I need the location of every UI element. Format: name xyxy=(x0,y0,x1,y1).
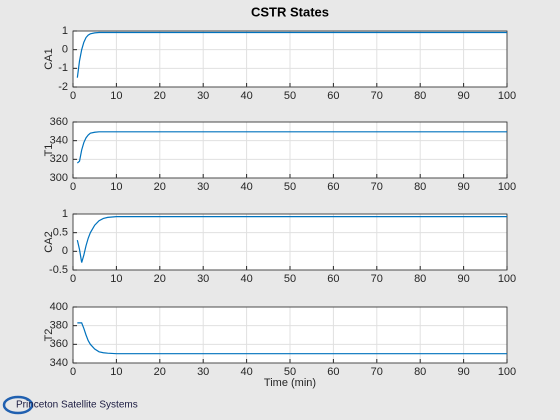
y-tick-label: 0 xyxy=(62,44,68,56)
axes-box xyxy=(72,30,508,88)
x-tick-label: 70 xyxy=(371,273,383,285)
y-axis-label: CA1 xyxy=(43,48,55,69)
x-tick-label: 60 xyxy=(327,181,339,193)
x-tick-label: 50 xyxy=(284,90,296,102)
x-tick-label: 20 xyxy=(154,90,166,102)
y-tick-label: -2 xyxy=(58,81,68,93)
x-tick-label: 30 xyxy=(197,273,209,285)
axes-box xyxy=(72,213,508,271)
x-tick-label: 50 xyxy=(284,273,296,285)
y-tick-label: 340 xyxy=(50,357,68,369)
logo-mark xyxy=(2,395,34,415)
y-axis-label: T2 xyxy=(43,329,55,342)
x-tick-label: 0 xyxy=(70,90,76,102)
logo-text: Princeton Satellite Systems xyxy=(16,400,138,411)
x-tick-label: 40 xyxy=(240,90,252,102)
y-axis-label: T1 xyxy=(43,144,55,157)
x-tick-label: 20 xyxy=(154,181,166,193)
x-tick-label: 10 xyxy=(110,90,122,102)
x-tick-label: 90 xyxy=(457,273,469,285)
y-tick-label: 340 xyxy=(50,135,68,147)
x-tick-label: 80 xyxy=(414,181,426,193)
x-tick-label: 100 xyxy=(498,273,516,285)
y-tick-label: 320 xyxy=(50,153,68,165)
x-tick-label: 70 xyxy=(371,90,383,102)
x-tick-label: 90 xyxy=(457,181,469,193)
x-tick-label: 10 xyxy=(110,273,122,285)
x-tick-label: 100 xyxy=(498,90,516,102)
y-tick-label: 360 xyxy=(50,116,68,128)
axes-box xyxy=(72,306,508,364)
chart-title: CSTR States xyxy=(251,4,329,19)
x-tick-label: 0 xyxy=(70,273,76,285)
x-tick-label: 20 xyxy=(154,366,166,378)
x-tick-label: 60 xyxy=(327,273,339,285)
x-tick-label: 70 xyxy=(371,181,383,193)
x-tick-label: 20 xyxy=(154,273,166,285)
x-tick-label: 90 xyxy=(457,366,469,378)
data-line xyxy=(76,31,507,78)
x-tick-label: 100 xyxy=(498,181,516,193)
x-tick-label: 70 xyxy=(371,366,383,378)
x-tick-label: 30 xyxy=(197,90,209,102)
x-tick-label: 90 xyxy=(457,90,469,102)
x-tick-label: 10 xyxy=(110,366,122,378)
x-tick-label: 30 xyxy=(197,181,209,193)
data-line xyxy=(77,322,507,355)
y-tick-label: 360 xyxy=(50,338,68,350)
x-axis-label: Time (min) xyxy=(264,377,316,389)
x-tick-label: 80 xyxy=(414,366,426,378)
y-tick-label: 0.5 xyxy=(53,227,68,239)
y-tick-label: 1 xyxy=(62,208,68,220)
x-tick-label: 0 xyxy=(70,366,76,378)
y-tick-label: 380 xyxy=(50,320,68,332)
x-tick-label: 10 xyxy=(110,181,122,193)
axes-box xyxy=(72,121,508,179)
x-tick-label: 60 xyxy=(327,90,339,102)
x-tick-label: 80 xyxy=(414,90,426,102)
x-tick-label: 0 xyxy=(70,181,76,193)
data-line xyxy=(76,131,507,164)
x-tick-label: 100 xyxy=(498,366,516,378)
y-tick-label: 400 xyxy=(50,301,68,313)
x-tick-label: 40 xyxy=(240,181,252,193)
y-tick-label: 0 xyxy=(62,245,68,257)
y-tick-label: -1 xyxy=(58,62,68,74)
x-tick-label: 50 xyxy=(284,181,296,193)
y-tick-label: 300 xyxy=(50,172,68,184)
data-line xyxy=(76,216,507,263)
y-axis-label: CA2 xyxy=(43,231,55,252)
x-tick-label: 40 xyxy=(240,273,252,285)
y-tick-label: 1 xyxy=(62,25,68,37)
x-tick-label: 30 xyxy=(197,366,209,378)
x-tick-label: 40 xyxy=(240,366,252,378)
x-tick-label: 50 xyxy=(284,366,296,378)
y-tick-label: -0.5 xyxy=(49,264,68,276)
x-tick-label: 60 xyxy=(327,366,339,378)
x-tick-label: 80 xyxy=(414,273,426,285)
